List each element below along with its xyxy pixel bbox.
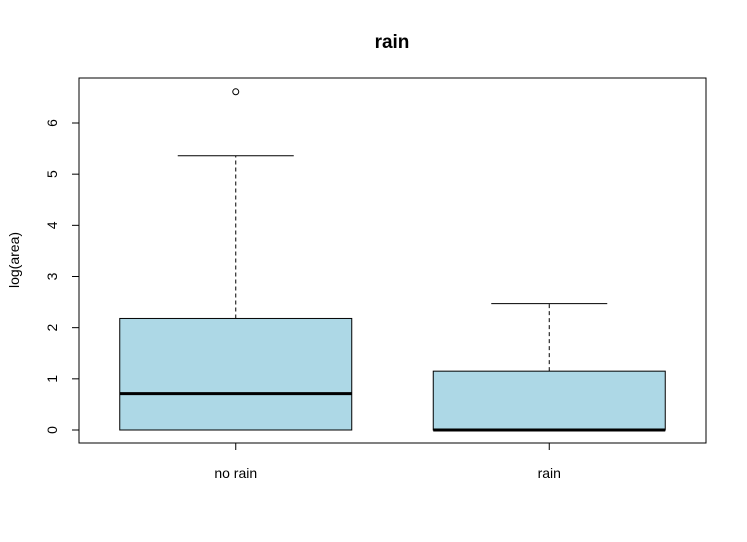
y-tick-label: 3	[44, 272, 60, 280]
x-tick-label: no rain	[214, 465, 257, 481]
y-tick-label: 1	[44, 375, 60, 383]
y-tick-label: 4	[44, 221, 60, 229]
y-axis: 0 1 2 3 4 5 6	[44, 119, 80, 434]
box-iqr	[119, 317, 353, 431]
x-axis: no rain rain	[214, 442, 561, 481]
y-axis-label: log(area)	[6, 232, 22, 288]
x-tick-label: rain	[538, 465, 561, 481]
chart-title: rain	[375, 32, 410, 53]
outlier-point	[232, 88, 240, 96]
y-tick-label: 6	[44, 119, 60, 127]
box-rain	[432, 303, 666, 432]
box-no-rain	[119, 88, 353, 431]
y-tick-label: 2	[44, 324, 60, 332]
boxes	[119, 88, 666, 432]
y-tick-label: 0	[44, 426, 60, 434]
box-iqr	[432, 370, 666, 431]
y-tick-label: 5	[44, 170, 60, 178]
